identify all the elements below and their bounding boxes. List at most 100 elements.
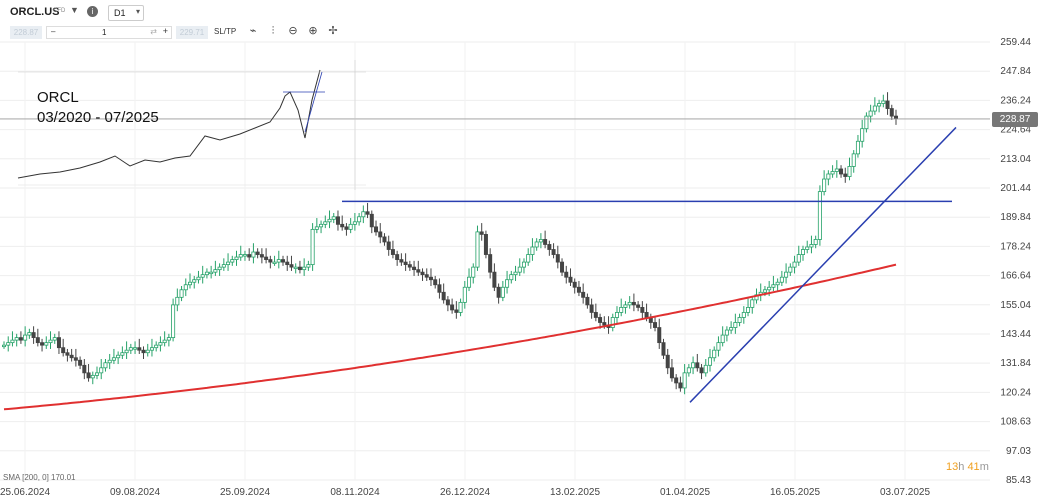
zoom-in-icon[interactable]: ⊕	[308, 24, 318, 37]
candle-body	[572, 281, 577, 288]
sell-price-button[interactable]: 228.87	[10, 26, 42, 39]
candle-body	[631, 301, 636, 306]
candle-body	[65, 352, 70, 356]
x-tick-label: 08.11.2024	[330, 487, 380, 498]
zoom-out-icon[interactable]: ⊖	[288, 24, 298, 37]
y-tick-label: 201.44	[1000, 183, 1031, 194]
y-tick-label: 166.64	[1000, 271, 1031, 282]
quantity-stepper[interactable]: – 1 ⇄ +	[46, 26, 172, 39]
candle-body	[86, 372, 91, 379]
info-icon[interactable]: i	[87, 6, 98, 17]
candle-body	[27, 332, 32, 336]
candle-body	[137, 347, 142, 351]
symbol-dropdown-icon[interactable]: ▼	[70, 5, 79, 15]
x-tick-label: 25.09.2024	[220, 487, 270, 498]
y-tick-label: 131.84	[1000, 358, 1031, 369]
buy-price-button[interactable]: 229.71	[176, 26, 208, 39]
candle-timer: 13h 41m	[946, 461, 989, 473]
candle-body	[247, 254, 252, 258]
sltp-button[interactable]: SL/TP	[214, 27, 237, 36]
candle-body	[285, 261, 290, 266]
quantity-value[interactable]: 1	[102, 28, 107, 37]
x-tick-label: 01.04.2025	[660, 487, 710, 498]
plus-icon[interactable]: +	[162, 26, 168, 36]
candle-body	[369, 213, 374, 228]
candle-body	[293, 266, 298, 270]
candle-body	[813, 239, 818, 245]
sma-200-line	[3, 263, 897, 411]
candle-body	[746, 307, 751, 313]
candle-body	[18, 337, 23, 341]
x-tick-label: 03.07.2025	[880, 487, 930, 498]
y-tick-label: 85.43	[1006, 475, 1031, 486]
candle-body	[682, 372, 687, 389]
candle-body	[221, 264, 226, 268]
candle-body	[306, 264, 311, 268]
candle-body	[750, 299, 755, 308]
candle-body	[416, 269, 421, 273]
candle-body	[399, 259, 404, 263]
symbol-name[interactable]: ORCL.US	[10, 6, 60, 18]
candle-body	[661, 342, 666, 356]
candle-body	[61, 347, 66, 354]
candle-body	[847, 166, 852, 177]
candle-body	[352, 221, 357, 225]
candle-body	[192, 279, 197, 283]
candle-body	[839, 168, 844, 175]
candle-body	[627, 301, 632, 306]
candle-body	[255, 251, 260, 255]
candle-body	[52, 337, 57, 341]
candle-body	[733, 322, 738, 328]
candle-body	[82, 364, 87, 374]
candle-body	[281, 259, 286, 263]
candle-body	[179, 289, 184, 298]
candle-body	[775, 281, 780, 286]
candle-body	[699, 367, 704, 374]
candle-body	[145, 349, 150, 354]
candle-body	[90, 374, 95, 379]
crosshair-icon[interactable]: ✢	[328, 24, 338, 37]
candle-body	[56, 337, 61, 349]
candle-body	[788, 266, 793, 273]
candle-body	[23, 334, 28, 341]
candle-body	[517, 266, 522, 273]
candle-body	[762, 289, 767, 293]
candle-body	[424, 274, 429, 278]
overlay-title-symbol: ORCL	[37, 89, 79, 106]
candle-body	[188, 281, 193, 286]
candle-body	[348, 223, 353, 230]
y-tick-label: 236.24	[1000, 95, 1031, 106]
y-tick-label: 247.84	[1000, 66, 1031, 77]
minus-icon[interactable]: –	[51, 27, 56, 36]
indicators-icon[interactable]: ⫶	[271, 24, 275, 37]
candle-body	[183, 284, 188, 291]
timeframe-select[interactable]: D1 ▾	[108, 5, 144, 21]
candle-body	[669, 367, 674, 379]
y-tick-label: 213.04	[1000, 154, 1031, 165]
candle-body	[69, 354, 74, 359]
candle-body	[623, 304, 628, 308]
candle-body	[475, 231, 480, 268]
candle-body	[40, 342, 45, 346]
chart-type-icon[interactable]: ⌁	[249, 24, 257, 37]
sma-indicator-label[interactable]: SMA [200, 0] 170.01	[3, 473, 76, 482]
candle-body	[141, 349, 146, 354]
candle-body	[889, 108, 894, 117]
candle-body	[175, 296, 180, 306]
candle-body	[103, 362, 108, 369]
swap-icon[interactable]: ⇄	[150, 27, 157, 36]
candle-body	[467, 276, 472, 288]
instrument-type-badge: CFD	[53, 8, 66, 14]
candle-body	[543, 239, 548, 245]
candle-body	[323, 221, 328, 225]
candle-body	[213, 269, 218, 273]
order-bar: 228.87 – 1 ⇄ + 229.71	[10, 26, 210, 39]
trendline[interactable]	[689, 126, 957, 403]
candle-body	[48, 339, 53, 344]
candle-body	[403, 261, 408, 266]
y-tick-label: 224.64	[1000, 125, 1031, 136]
candle-body	[855, 140, 860, 155]
x-tick-label: 25.06.2024	[0, 487, 50, 498]
candle-body	[564, 271, 569, 278]
